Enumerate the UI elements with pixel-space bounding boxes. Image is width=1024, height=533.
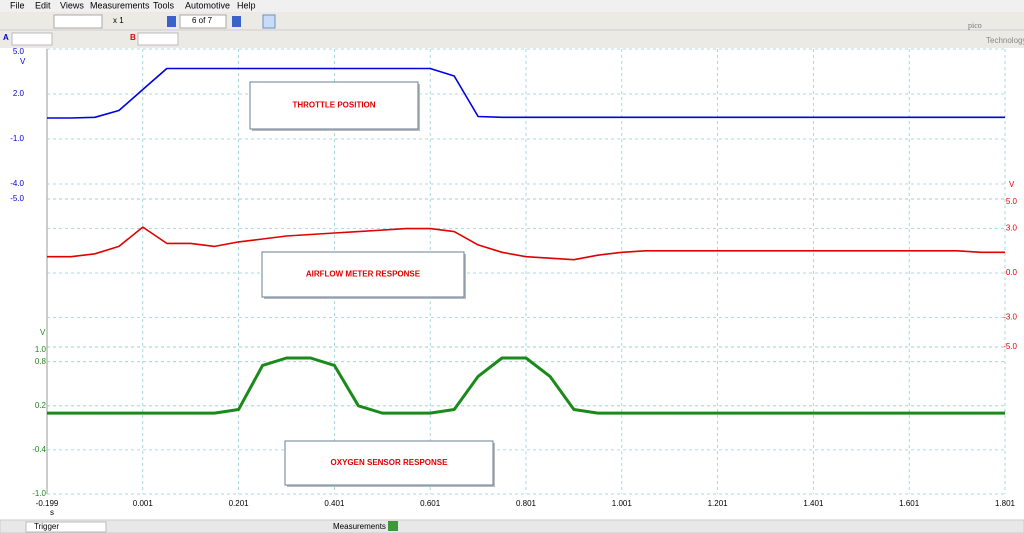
menu-item[interactable]: Tools [153, 0, 175, 10]
next-button[interactable] [232, 16, 241, 27]
x-tick-label: 1.601 [899, 499, 920, 508]
x-tick-label: 1.201 [708, 499, 729, 508]
range-b[interactable] [137, 32, 179, 46]
menu-item[interactable]: Automotive [185, 0, 230, 10]
y-tick-label: 0.8 [35, 357, 47, 366]
logo-sub: Technology [986, 36, 1024, 45]
dropdown[interactable] [53, 14, 103, 29]
zoom-level: x 1 [113, 16, 124, 25]
add-measurement[interactable] [388, 521, 398, 531]
trigger-box[interactable] [25, 521, 107, 533]
trace [47, 356, 1005, 415]
y-tick-label: 0.0 [1006, 268, 1018, 277]
annotation: OXYGEN SENSOR RESPONSE [331, 458, 449, 467]
status-bar [0, 519, 1024, 533]
logo: pico [968, 21, 982, 30]
x-tick-label: 1.801 [995, 499, 1016, 508]
annotation-box [249, 81, 419, 130]
channel-a[interactable]: A [3, 33, 9, 42]
y-tick-label: -3.0 [1003, 313, 1017, 322]
y-tick-label: -5.0 [1003, 342, 1017, 351]
x-tick-label: 1.001 [612, 499, 633, 508]
menu-item[interactable]: Edit [35, 0, 51, 10]
y-tick-label: 0.2 [35, 401, 47, 410]
x-tick-label: 1.401 [803, 499, 824, 508]
trace [47, 226, 1005, 261]
axis-unit: V [40, 328, 46, 337]
pointer-tool[interactable] [262, 14, 276, 29]
channel-b[interactable]: B [130, 33, 136, 42]
prev-button[interactable] [167, 16, 176, 27]
y-tick-label: 2.0 [13, 89, 25, 98]
range-a[interactable] [11, 32, 53, 46]
x-unit: s [50, 508, 54, 517]
measurements-label: Measurements [333, 522, 386, 531]
annotation-box [284, 440, 494, 486]
axis-unit: V [1009, 180, 1015, 189]
x-tick-label: -0.199 [36, 499, 59, 508]
x-tick-label: 0.401 [324, 499, 345, 508]
trigger-label: Trigger [34, 522, 59, 531]
y-tick-label: -1.0 [32, 489, 46, 498]
x-tick-label: 0.001 [133, 499, 154, 508]
x-tick-label: 0.201 [229, 499, 250, 508]
menu-item[interactable]: Measurements [90, 0, 150, 10]
annotation: THROTTLE POSITION [292, 101, 375, 110]
y-tick-label: 3.0 [1006, 224, 1018, 233]
y-tick-label: -4.0 [10, 179, 24, 188]
menu-item[interactable]: Help [237, 0, 256, 10]
axis-unit: V [20, 57, 26, 66]
annotation-box [261, 251, 465, 298]
menu-item[interactable]: File [10, 0, 25, 10]
x-tick-label: 0.601 [420, 499, 441, 508]
scope-view [0, 48, 1024, 520]
buffer-index: 6 of 7 [192, 16, 213, 25]
buffer-box[interactable] [179, 14, 227, 29]
y-tick-label: 5.0 [13, 47, 25, 56]
annotation: AIRFLOW METER RESPONSE [306, 270, 421, 279]
y-tick-label: -1.0 [10, 134, 24, 143]
y-tick-label: 5.0 [1006, 197, 1018, 206]
y-tick-label: -5.0 [10, 194, 24, 203]
y-tick-label: 1.0 [35, 345, 47, 354]
y-tick-label: -0.4 [32, 445, 46, 454]
x-tick-label: 0.801 [516, 499, 537, 508]
menu-item[interactable]: Views [60, 0, 84, 10]
trace [47, 67, 1005, 119]
